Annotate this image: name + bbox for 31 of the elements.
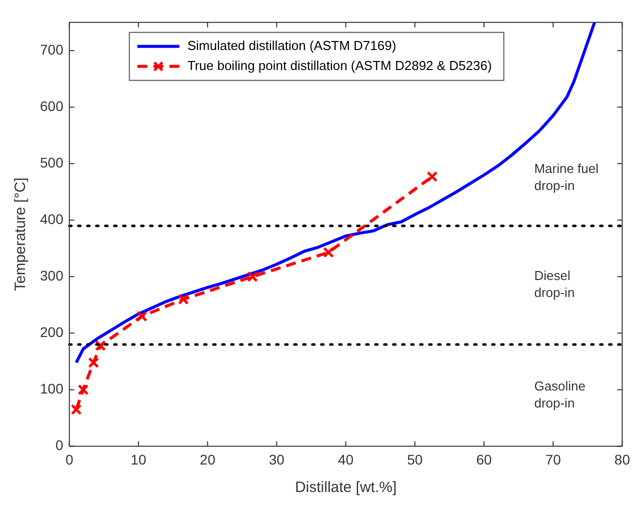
legend-label: True boiling point distillation (ASTM D2892 & D5236) xyxy=(187,58,492,73)
x-tick-label: 70 xyxy=(545,451,562,468)
x-tick-label: 20 xyxy=(200,451,216,468)
point xyxy=(178,294,189,305)
x-tick-label: 40 xyxy=(338,451,354,468)
legend-label: Simulated distillation (ASTM D7169) xyxy=(187,38,396,53)
x-tick-label: 80 xyxy=(614,451,630,468)
annotation: Gasoline drop-in xyxy=(534,378,586,410)
annotation: Marine fuel drop-in xyxy=(534,160,599,193)
point xyxy=(78,384,89,396)
y-tick-label: 400 xyxy=(40,211,64,228)
y-tick-label: 200 xyxy=(40,324,64,340)
x-tick-label: 10 xyxy=(130,451,146,468)
x-axis-title: Distillate [wt.%] xyxy=(294,479,397,496)
y-tick-label: 700 xyxy=(40,42,64,58)
y-tick-label: 300 xyxy=(40,268,64,284)
x-tick-label: 50 xyxy=(407,451,423,468)
y-tick-label: 0 xyxy=(56,437,64,454)
x-tick-label: 60 xyxy=(476,451,492,468)
point xyxy=(247,271,258,282)
point xyxy=(70,404,82,415)
point xyxy=(88,357,100,368)
point xyxy=(426,171,438,182)
x-tick-label: 30 xyxy=(268,451,285,468)
y-tick-label: 600 xyxy=(40,98,64,114)
annotation: Diesel drop-in xyxy=(534,268,575,300)
point xyxy=(323,246,334,258)
y-tick-label: 500 xyxy=(40,154,64,171)
y-tick-label: 100 xyxy=(40,380,64,397)
y-axis-title: Temperature [°C] xyxy=(12,178,30,292)
point xyxy=(136,310,148,322)
